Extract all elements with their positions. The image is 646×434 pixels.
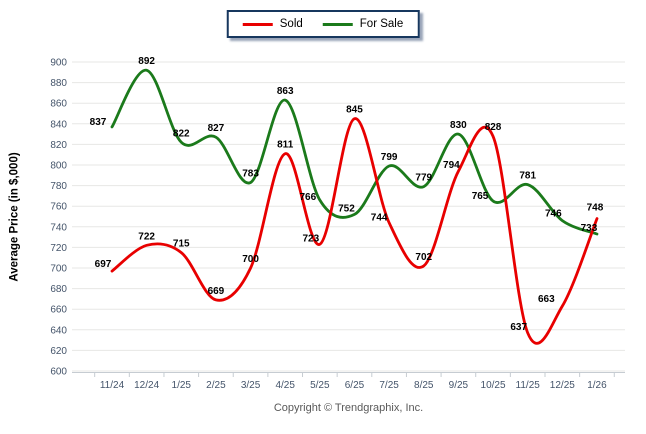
- x-tick-label: 1/26: [587, 380, 607, 391]
- data-label: 669: [208, 286, 225, 297]
- y-tick-label: 600: [50, 367, 67, 378]
- y-tick-label: 860: [50, 99, 67, 110]
- data-label: 637: [510, 322, 527, 333]
- y-tick-label: 760: [50, 202, 67, 213]
- legend: Sold For Sale: [226, 10, 420, 38]
- for-sale-series-line: [110, 68, 599, 236]
- data-label: 811: [277, 140, 294, 151]
- data-label: 863: [277, 86, 294, 97]
- data-label: 700: [242, 254, 259, 265]
- y-tick-label: 880: [50, 78, 67, 89]
- data-label: 830: [450, 120, 467, 131]
- legend-item-for-sale[interactable]: For Sale: [322, 18, 404, 30]
- legend-label-sold: Sold: [279, 18, 303, 30]
- x-tick-label: 5/25: [310, 380, 330, 391]
- sold-series-line: [110, 117, 599, 345]
- x-tick-label: 8/25: [414, 380, 434, 391]
- data-label: 828: [485, 122, 502, 133]
- data-label: 702: [415, 252, 432, 263]
- x-tick-label: 9/25: [449, 380, 469, 391]
- y-tick-label: 780: [50, 181, 67, 192]
- data-label: 697: [95, 259, 112, 270]
- y-tick-label: 680: [50, 284, 67, 295]
- data-label: 837: [90, 117, 107, 128]
- y-axis-title: Average Price (in $,000): [9, 151, 21, 282]
- data-label: 752: [338, 203, 355, 214]
- x-tick-label: 2/25: [206, 380, 226, 391]
- y-tick-label: 900: [50, 58, 67, 69]
- data-label: 822: [173, 128, 190, 139]
- x-tick-label: 7/25: [379, 380, 399, 391]
- data-label: 765: [472, 191, 489, 202]
- data-label: 746: [545, 209, 562, 220]
- x-tick-label: 4/25: [275, 380, 295, 391]
- y-axis-title-container: Average Price (in $,000): [6, 62, 24, 371]
- data-label: 794: [443, 160, 460, 171]
- data-label: 766: [299, 192, 316, 203]
- y-tick-label: 720: [50, 243, 67, 254]
- sold-line-swatch: [242, 22, 273, 26]
- data-label: 779: [415, 173, 432, 184]
- data-label: 799: [381, 152, 398, 163]
- data-label: 748: [587, 203, 604, 214]
- x-tick-label: 3/25: [241, 380, 261, 391]
- legend-item-sold[interactable]: Sold: [242, 18, 303, 30]
- y-tick-label: 660: [50, 305, 67, 316]
- x-tick-label: 12/25: [550, 380, 575, 391]
- data-label: 744: [371, 213, 388, 224]
- y-tick-label: 820: [50, 140, 67, 151]
- data-label: 827: [208, 123, 225, 134]
- data-label: 663: [538, 294, 555, 305]
- y-tick-label: 620: [50, 346, 67, 357]
- x-tick-label: 11/24: [100, 380, 125, 391]
- y-tick-label: 640: [50, 325, 67, 336]
- copyright-text: Copyright © Trendgraphix, Inc.: [273, 402, 424, 414]
- x-tick-label: 11/25: [516, 380, 541, 391]
- data-label: 781: [519, 171, 536, 182]
- x-tick-label: 1/25: [172, 380, 192, 391]
- y-tick-label: 840: [50, 119, 67, 130]
- data-label: 783: [242, 169, 259, 180]
- y-tick-label: 700: [50, 264, 67, 275]
- data-label: 715: [173, 239, 190, 250]
- x-tick-label: 12/24: [134, 380, 159, 391]
- legend-label-for-sale: For Sale: [359, 18, 404, 30]
- data-label: 722: [138, 231, 155, 242]
- data-label: 733: [581, 223, 598, 234]
- x-tick-label: 6/25: [345, 380, 365, 391]
- for-sale-line-swatch: [322, 22, 353, 26]
- data-label: 845: [346, 105, 363, 116]
- x-tick-label: 10/25: [481, 380, 506, 391]
- data-label: 723: [302, 233, 319, 244]
- data-label: 892: [138, 56, 155, 67]
- y-tick-label: 740: [50, 222, 67, 233]
- y-tick-label: 800: [50, 161, 67, 172]
